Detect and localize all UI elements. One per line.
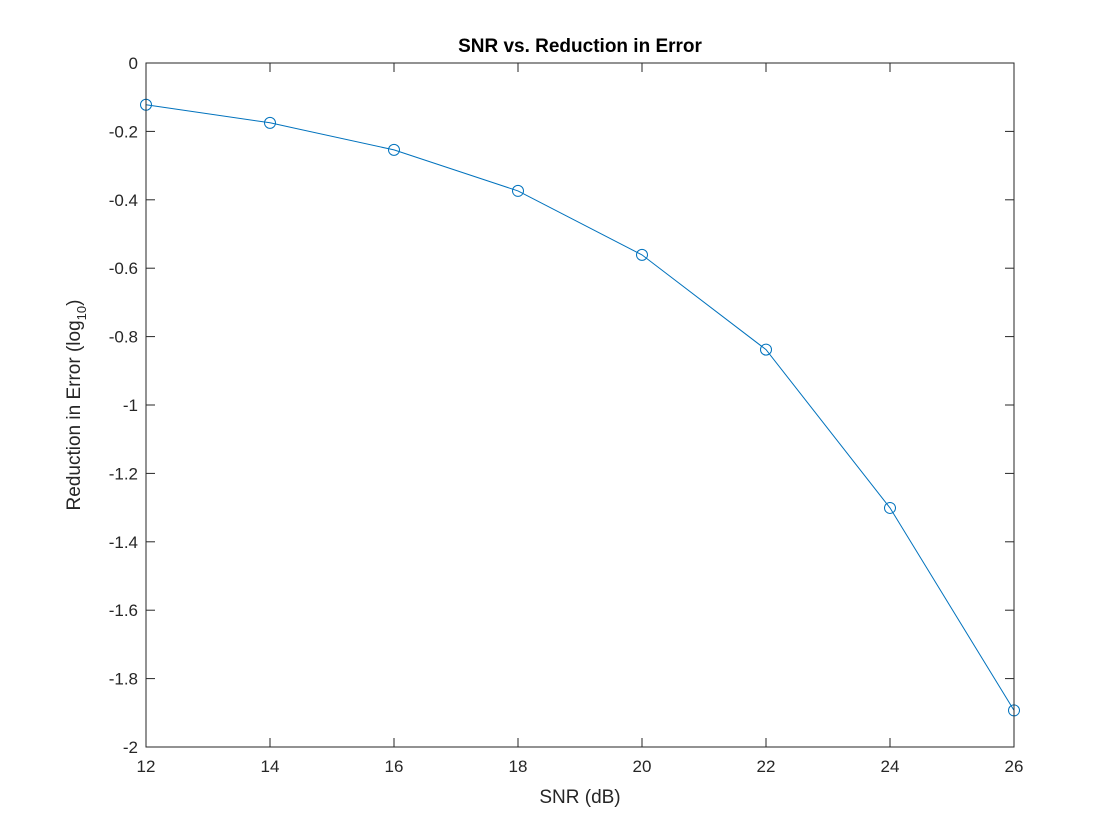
y-tick-label: -1.8 (109, 670, 138, 689)
x-tick-label: 14 (261, 757, 280, 776)
x-tick-label: 16 (385, 757, 404, 776)
chart-title: SNR vs. Reduction in Error (458, 36, 702, 57)
axes-box (145, 62, 1015, 748)
plot-area (146, 63, 1014, 747)
tick-labels: 12 14 16 18 20 22 24 26 0 -0.2 -0.4 -0.6 -0.8 -1 -1.2 -… (109, 54, 1024, 776)
y-tick-label: -0.6 (109, 259, 138, 278)
y-axis-label-suffix: ) (64, 300, 85, 306)
y-axis-label-subscript: 10 (74, 306, 89, 320)
data-point (884, 501, 896, 514)
y-tick-label: -1.6 (109, 601, 138, 620)
series-line (145, 104, 1015, 711)
data-point (512, 184, 524, 197)
data-point (760, 343, 772, 356)
y-tick-label: -1.2 (109, 464, 138, 483)
x-tick-label: 18 (509, 757, 528, 776)
y-tick-label: -1 (123, 396, 138, 415)
y-tick-label: -0.4 (109, 191, 138, 210)
y-tick-label: -2 (123, 738, 138, 757)
data-point (388, 143, 400, 156)
y-tick-label: 0 (129, 54, 138, 73)
data-point (636, 248, 648, 261)
x-tick-label: 26 (1005, 757, 1024, 776)
x-tick-label: 12 (137, 757, 156, 776)
y-tick-label: -0.8 (109, 328, 138, 347)
x-axis-label: SNR (dB) (539, 787, 620, 808)
x-tick-label: 22 (757, 757, 776, 776)
x-tick-label: 24 (881, 757, 900, 776)
x-tick-label: 20 (633, 757, 652, 776)
y-tick-label: -1.4 (109, 533, 138, 552)
y-tick-label: -0.2 (109, 122, 138, 141)
y-axis-label-text: Reduction in Error (log (64, 320, 85, 510)
y-axis-label: Reduction in Error (log10) (64, 300, 89, 511)
data-point (264, 116, 276, 129)
